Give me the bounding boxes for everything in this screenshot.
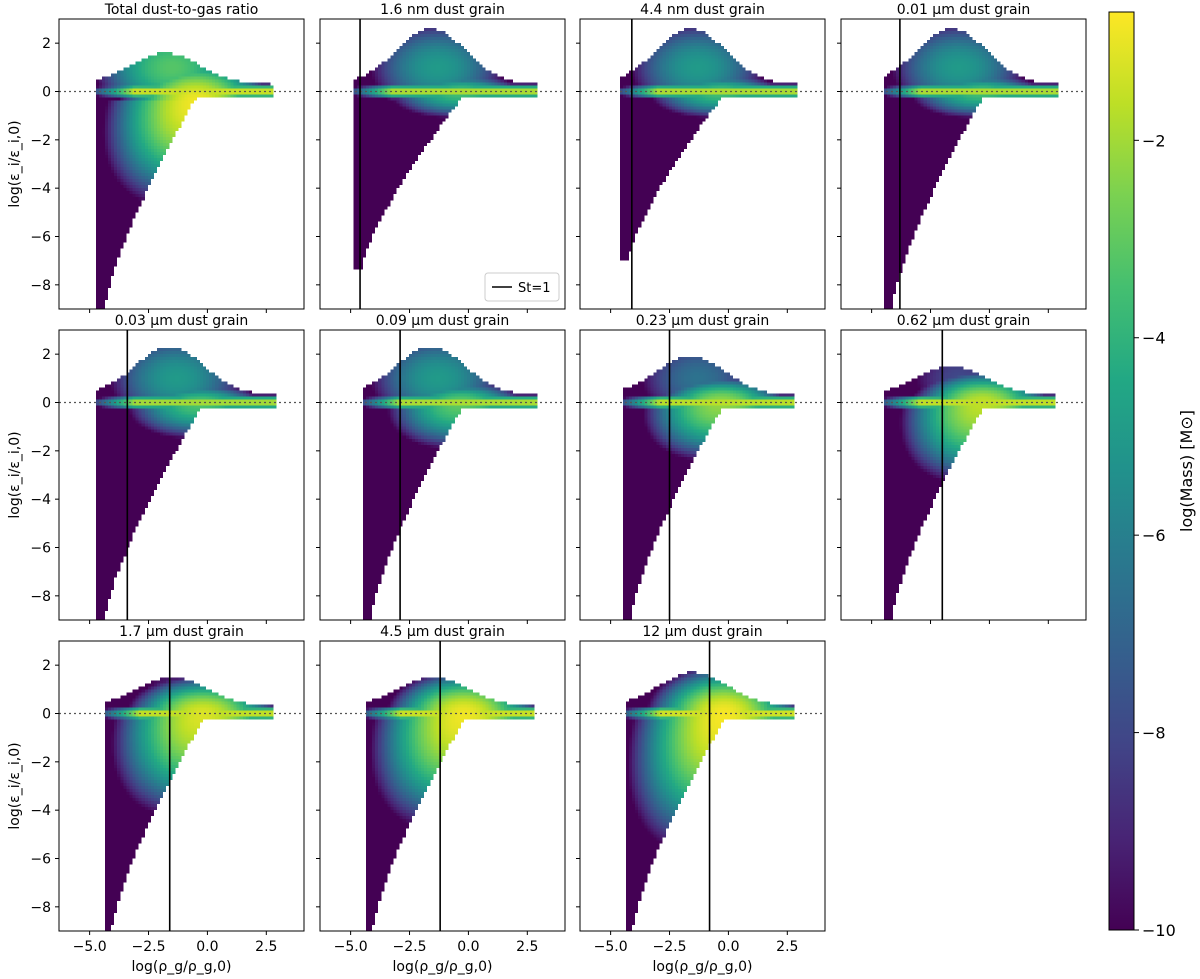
y-axis-label: log(ε_i/ε_i,0) [7, 742, 23, 829]
x-tick-label: 2.5 [516, 939, 538, 955]
panel: 4.5 μm dust grain −5.0 −2.5 0.0 2.5 log(ρ_g/ρ… [316, 624, 566, 975]
y-tick-label: 0 [42, 396, 51, 412]
y-tick-label: −6 [30, 852, 51, 868]
colorbar-tick-label: −2 [1142, 131, 1166, 150]
y-tick-label: −2 [30, 133, 51, 149]
x-tick-label: 2.5 [255, 939, 277, 955]
x-tick-label: −5.0 [594, 939, 628, 955]
colorbar-ticks: −10 −8 −6 −4 −2 [1134, 131, 1176, 940]
heatmap-image [320, 330, 565, 620]
heatmap-image [59, 19, 304, 309]
heatmap-image [59, 641, 304, 931]
y-tick-label: −8 [30, 900, 51, 916]
panel-frame [579, 18, 826, 310]
x-tick-label: 0.0 [457, 939, 479, 955]
panel-title: 0.03 μm dust grain [115, 313, 249, 329]
colorbar-label: log(Mass) [M⊙] [1177, 410, 1196, 532]
panel-title: 1.7 μm dust grain [119, 624, 244, 640]
y-tick-label: −2 [30, 755, 51, 771]
panel-title: 4.5 μm dust grain [380, 624, 505, 640]
x-axis-label: log(ρ_g/ρ_g,0) [132, 959, 232, 975]
colorbar-tick-label: −6 [1142, 526, 1166, 545]
y-tick-label: 0 [42, 85, 51, 101]
panel-frame [319, 329, 566, 621]
panel-title: 12 μm dust grain [642, 624, 762, 640]
panel-frame [58, 640, 305, 932]
panel: 12 μm dust grain −5.0 −2.5 0.0 2.5 log(ρ_g/ρ_… [576, 624, 826, 975]
y-axis-label: log(ε_i/ε_i,0) [7, 120, 23, 207]
x-tick-label: 0.0 [196, 939, 218, 955]
y-tick-label: 2 [42, 347, 51, 363]
y-tick-label: −4 [30, 492, 51, 508]
x-axis-label: log(ρ_g/ρ_g,0) [653, 959, 753, 975]
y-tick-label: −2 [30, 444, 51, 460]
panel-frame [58, 329, 305, 621]
colorbar-tick-label: −10 [1142, 921, 1176, 940]
panel-frame [579, 329, 826, 621]
legend-entry: St=1 [518, 281, 551, 296]
panels-layer: Total dust-to-gas ratio −8 −6 −4 −2 0 2 log(ε_i… [7, 2, 1087, 975]
panel-frame [58, 18, 305, 310]
heatmap-image [841, 19, 1086, 309]
heatmap-image [320, 641, 565, 931]
panel-title: 1.6 nm dust grain [380, 2, 505, 18]
y-tick-label: −4 [30, 803, 51, 819]
panel-title: 0.23 μm dust grain [636, 313, 770, 329]
panel-title: 4.4 nm dust grain [640, 2, 765, 18]
x-tick-label: 2.5 [776, 939, 798, 955]
panel: 0.62 μm dust grain [837, 313, 1087, 624]
panel-title: Total dust-to-gas ratio [104, 2, 259, 18]
panel-frame [840, 18, 1087, 310]
heatmap-image [59, 330, 304, 620]
y-tick-label: 0 [42, 707, 51, 723]
panel: 1.7 μm dust grain −8 −6 −4 −2 0 2 −5.0 −2.5 0.0 2.… [7, 624, 305, 975]
heatmap-image [580, 19, 825, 309]
y-tick-label: −6 [30, 541, 51, 557]
panel-title: 0.62 μm dust grain [897, 313, 1031, 329]
colorbar-gradient [1108, 11, 1135, 931]
heatmap-image [580, 641, 825, 931]
x-tick-label: −5.0 [73, 939, 107, 955]
panel: 4.4 nm dust grain [576, 2, 826, 313]
x-tick-label: 0.0 [717, 939, 739, 955]
x-tick-label: −2.5 [653, 939, 687, 955]
y-tick-label: 2 [42, 658, 51, 674]
heatmap-image [320, 19, 565, 309]
heatmap-image [841, 330, 1086, 620]
legend: St=1 [484, 272, 560, 302]
heatmap-image [580, 330, 825, 620]
x-tick-label: −2.5 [132, 939, 166, 955]
panel: 0.03 μm dust grain −8 −6 −4 −2 0 2 log(ε_i/ε_i,… [7, 313, 305, 624]
x-tick-label: −5.0 [334, 939, 368, 955]
panel-frame [579, 640, 826, 932]
y-tick-label: −4 [30, 181, 51, 197]
x-tick-label: −2.5 [393, 939, 427, 955]
panel: 0.09 μm dust grain [316, 313, 566, 624]
panel-frame [319, 640, 566, 932]
panel: 0.01 μm dust grain [837, 2, 1087, 313]
panel-title: 0.01 μm dust grain [897, 2, 1031, 18]
panel-frame [840, 329, 1087, 621]
panel: 0.23 μm dust grain [576, 313, 826, 624]
panel-title: 0.09 μm dust grain [376, 313, 510, 329]
colorbar-tick-label: −8 [1142, 724, 1166, 743]
y-tick-label: −8 [30, 278, 51, 294]
x-axis-label: log(ρ_g/ρ_g,0) [393, 959, 493, 975]
panel-frame [319, 18, 566, 310]
y-tick-label: −8 [30, 589, 51, 605]
y-tick-label: 2 [42, 36, 51, 52]
y-tick-label: −6 [30, 230, 51, 246]
y-axis-label: log(ε_i/ε_i,0) [7, 431, 23, 518]
panel: 1.6 nm dust grain St=1 [316, 2, 566, 313]
colorbar: −10 −8 −6 −4 −2 log(Mass) [M⊙] [1108, 11, 1196, 940]
legend-box [484, 272, 560, 302]
colorbar-tick-label: −4 [1142, 329, 1166, 348]
panel: Total dust-to-gas ratio −8 −6 −4 −2 0 2 log(ε_i… [7, 2, 305, 313]
